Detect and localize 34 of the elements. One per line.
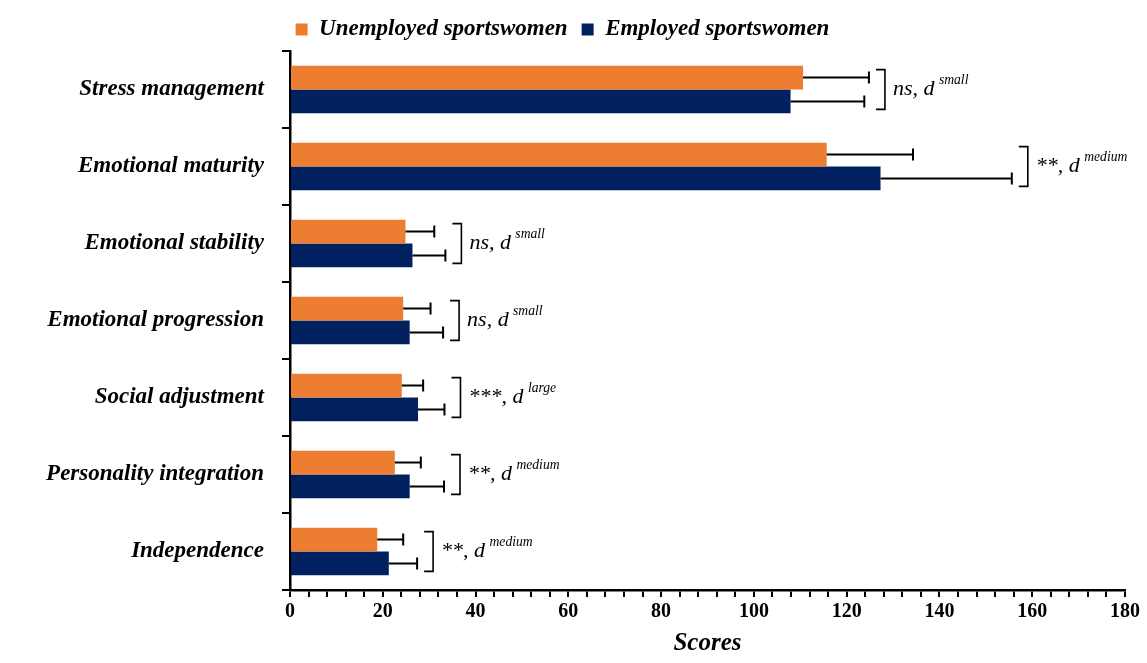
- bar: [291, 474, 410, 499]
- bar: [291, 551, 389, 576]
- bar: [291, 65, 804, 90]
- x-tick-label: 60: [558, 599, 579, 622]
- bar: [291, 89, 791, 114]
- x-tick-label: 160: [1017, 599, 1048, 622]
- y-tick-label: Emotional stability: [83, 229, 265, 255]
- y-tick-label: Emotional maturity: [77, 152, 265, 178]
- x-tick-label: 20: [372, 599, 393, 622]
- bar: [291, 527, 378, 552]
- y-tick-label: Social adjustment: [94, 383, 265, 409]
- x-tick-label: 140: [924, 599, 955, 622]
- bar: [291, 219, 406, 244]
- legend-label: Unemployed sportswomen: [319, 15, 568, 41]
- x-axis-title: Scores: [673, 628, 742, 656]
- bar: [291, 296, 404, 321]
- y-tick-label: Personality integration: [45, 460, 264, 486]
- bar: [291, 373, 402, 398]
- bar: [291, 397, 419, 422]
- y-tick-label: Stress management: [79, 75, 265, 101]
- bar: [291, 166, 881, 191]
- y-tick-label: Independence: [130, 537, 264, 563]
- bar: [291, 142, 827, 167]
- x-tick-label: 0: [285, 599, 295, 622]
- x-tick-label: 100: [738, 599, 769, 622]
- x-tick-label: 180: [1110, 599, 1140, 622]
- bar: [291, 450, 395, 475]
- legend-label: Employed sportswomen: [604, 15, 830, 41]
- y-tick-label: Emotional progression: [46, 306, 264, 332]
- x-tick-label: 80: [651, 599, 672, 622]
- bar: [291, 243, 413, 268]
- x-tick-label: 40: [465, 599, 486, 622]
- x-tick-label: 120: [831, 599, 862, 622]
- bar: [291, 320, 410, 345]
